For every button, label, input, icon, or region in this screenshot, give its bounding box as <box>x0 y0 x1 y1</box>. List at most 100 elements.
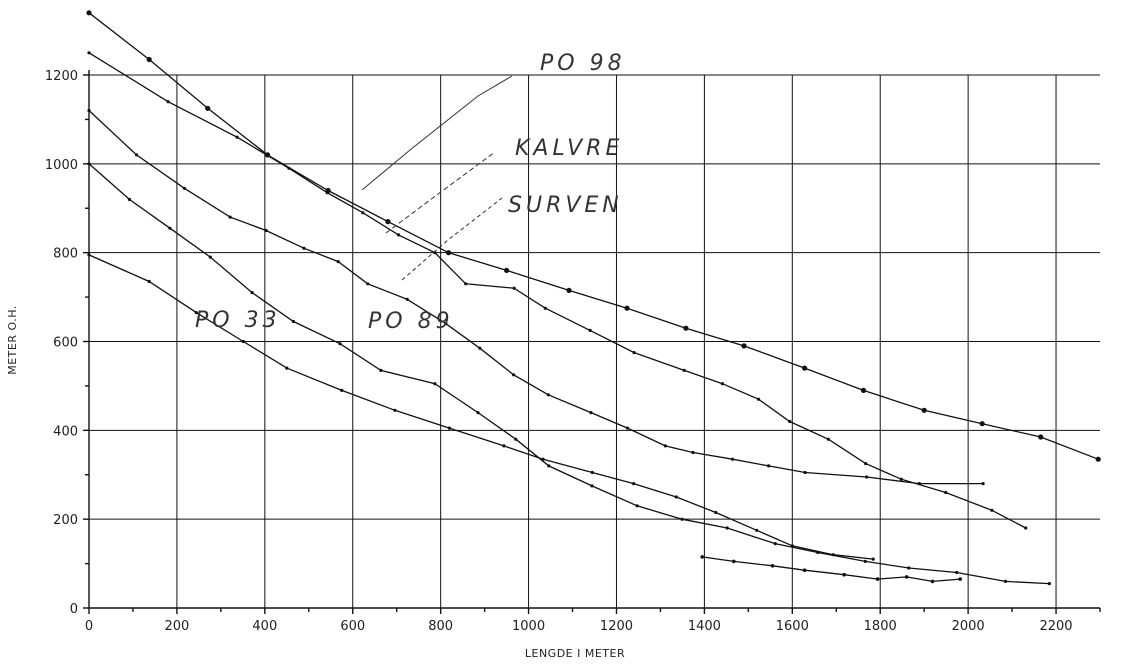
data-point <box>803 470 807 475</box>
data-point <box>86 10 92 16</box>
x-axis-label: LENGDE I METER <box>525 647 625 660</box>
y-tick-label: 200 <box>53 513 78 528</box>
data-point <box>624 305 630 311</box>
data-point <box>930 579 935 584</box>
data-point <box>447 426 451 430</box>
x-tick-label: 1600 <box>776 619 809 634</box>
annotations: PO 98 KALVRE SURVEN PO 33 PO 89 <box>195 51 623 334</box>
data-point <box>366 282 370 286</box>
data-point <box>979 421 985 427</box>
data-point <box>725 526 729 530</box>
data-point <box>464 282 468 286</box>
po33-annotation: PO 33 <box>195 308 281 333</box>
data-point <box>1095 456 1101 462</box>
data-point <box>842 572 846 577</box>
series-po-33 <box>87 253 875 561</box>
x-tick-label: 800 <box>428 619 453 634</box>
data-point <box>860 387 867 393</box>
data-point <box>291 319 295 324</box>
data-point <box>396 233 401 237</box>
data-point <box>682 368 686 372</box>
data-point <box>773 542 777 546</box>
series-extra <box>700 555 962 584</box>
series-po-98 <box>86 10 1101 462</box>
x-tick-label: 0 <box>85 619 93 634</box>
y-tick-label: 600 <box>53 336 78 351</box>
data-point <box>287 166 291 170</box>
data-point <box>166 100 170 104</box>
data-point <box>680 517 684 521</box>
data-point <box>87 108 91 113</box>
y-axis-label: METER O.H. <box>6 305 19 375</box>
data-point <box>127 197 131 201</box>
data-point <box>732 559 736 564</box>
data-point <box>871 557 875 561</box>
data-point <box>864 462 868 466</box>
data-point <box>788 419 792 424</box>
data-point <box>87 253 91 257</box>
data-point <box>405 297 409 301</box>
x-tick-label: 2000 <box>952 619 985 634</box>
data-point <box>241 339 245 344</box>
data-point <box>379 368 383 372</box>
po98-leader <box>361 75 513 191</box>
data-point <box>981 482 985 486</box>
data-point <box>205 105 211 111</box>
surven-annotation: SURVEN <box>508 193 623 218</box>
data-point <box>476 411 480 415</box>
data-point <box>1038 434 1044 440</box>
data-point <box>802 568 807 572</box>
data-point <box>714 510 718 515</box>
data-point <box>632 351 636 355</box>
data-point <box>907 566 911 570</box>
data-point <box>590 470 594 475</box>
data-point <box>755 528 759 532</box>
data-point <box>826 437 830 441</box>
data-point <box>1024 526 1028 530</box>
axes: 0 200 400 600 800 1000 1200 1400 1600 1800 2000 220… <box>45 69 1101 634</box>
data-point <box>541 457 545 461</box>
data-point <box>235 135 239 139</box>
x-tick-label: 200 <box>164 619 189 634</box>
data-point <box>87 162 91 166</box>
data-point <box>444 322 448 326</box>
data-point <box>720 382 725 386</box>
y-tick-label: 1200 <box>45 69 78 84</box>
data-point <box>921 407 927 413</box>
series-line <box>88 110 984 485</box>
data-point <box>899 477 903 481</box>
data-point <box>504 267 510 273</box>
surven-leader <box>401 197 503 281</box>
x-tick-label: 1000 <box>512 619 545 634</box>
data-point <box>831 553 835 557</box>
data-point <box>756 397 761 401</box>
data-point <box>264 228 268 233</box>
data-point <box>767 464 771 468</box>
data-point <box>511 373 516 377</box>
data-point <box>663 444 667 448</box>
data-point <box>674 495 678 499</box>
series-lines <box>86 10 1101 586</box>
kalvre-leader <box>385 151 496 234</box>
data-point <box>566 287 572 293</box>
data-point <box>958 577 962 581</box>
data-point <box>875 577 880 581</box>
y-tick-label: 0 <box>70 602 78 617</box>
data-point <box>146 56 152 63</box>
data-point <box>632 482 636 486</box>
series-surven <box>87 108 985 486</box>
y-tick-label: 1000 <box>45 158 78 173</box>
data-point <box>325 191 329 195</box>
y-tick-label: 400 <box>53 424 78 439</box>
data-point <box>446 250 452 256</box>
data-point <box>514 437 518 441</box>
data-point <box>134 153 139 157</box>
data-point <box>250 291 254 295</box>
x-tick-label: 2200 <box>1039 619 1072 634</box>
data-point <box>955 570 959 575</box>
data-point <box>691 450 695 455</box>
data-point <box>208 255 212 259</box>
series-line <box>88 254 874 560</box>
data-point <box>338 342 342 346</box>
y-tick-label: 800 <box>53 247 78 262</box>
